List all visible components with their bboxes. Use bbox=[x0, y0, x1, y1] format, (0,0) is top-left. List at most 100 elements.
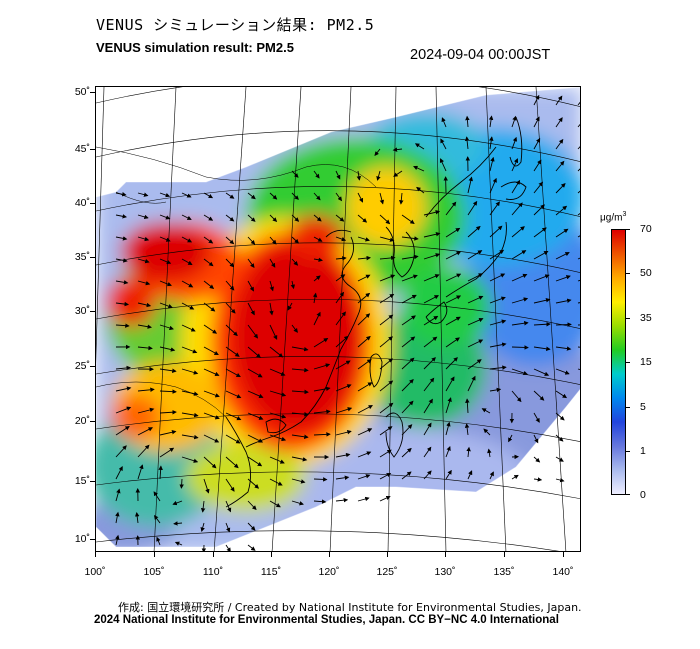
wind-vector-arrow bbox=[335, 407, 353, 414]
wind-vector-arrow bbox=[414, 143, 425, 150]
wind-vector-arrow bbox=[445, 421, 451, 436]
lat-label-30: 30˚ bbox=[74, 305, 90, 317]
wind-vector-arrow bbox=[445, 201, 457, 216]
wind-vector-arrow bbox=[137, 387, 155, 392]
wind-vector-arrow bbox=[172, 500, 183, 506]
wind-vector-arrow bbox=[159, 214, 171, 220]
lat-label-45: 45˚ bbox=[74, 143, 90, 155]
wind-vector-arrow bbox=[465, 398, 470, 414]
wind-vector-arrow bbox=[555, 138, 564, 150]
wind-vector-arrow bbox=[269, 368, 286, 376]
copyright-line: 2024 National Institute for Environmenta… bbox=[94, 614, 559, 626]
wind-vector-arrow bbox=[225, 390, 242, 399]
wind-vector-arrow bbox=[225, 478, 235, 492]
wind-vector-arrow bbox=[290, 280, 296, 290]
pm25-concentration-map[interactable] bbox=[95, 86, 581, 552]
wind-vector-arrow bbox=[225, 456, 239, 469]
wind-vector-arrow bbox=[115, 386, 132, 392]
wind-vector-arrow bbox=[313, 192, 321, 201]
wind-vector-arrow bbox=[423, 357, 436, 370]
wind-vector-arrow bbox=[577, 123, 580, 128]
wind-vector-arrow bbox=[555, 477, 565, 483]
coastline-vietnam bbox=[225, 416, 251, 508]
wind-vector-arrow bbox=[291, 478, 306, 484]
wind-vector-arrow bbox=[159, 258, 172, 265]
wind-vector-arrow bbox=[203, 346, 219, 356]
colorbar-label-1: 1 bbox=[640, 445, 646, 457]
wind-vector-arrow bbox=[445, 295, 462, 304]
wind-vector-arrow bbox=[401, 294, 417, 304]
wind-vector-arrow bbox=[225, 412, 242, 421]
wind-vector-arrow bbox=[247, 368, 263, 378]
wind-vector-arrow bbox=[159, 368, 177, 374]
wind-vector-arrow bbox=[401, 274, 418, 282]
wind-vector-arrow bbox=[379, 336, 393, 348]
wind-vector-arrow bbox=[357, 405, 373, 414]
lat-label-25: 25˚ bbox=[74, 360, 90, 372]
wind-vector-arrow bbox=[489, 365, 507, 370]
wind-vector-arrow bbox=[247, 214, 256, 222]
colorbar-label-50: 50 bbox=[640, 267, 652, 279]
wind-vector-arrow bbox=[291, 258, 299, 266]
wind-vector-arrow bbox=[511, 297, 529, 304]
wind-vector-arrow bbox=[291, 170, 299, 178]
wind-vector-arrow bbox=[511, 474, 519, 480]
coastline-hainan bbox=[265, 418, 287, 434]
wind-vector-arrow bbox=[533, 274, 550, 282]
lon-tick bbox=[329, 552, 330, 557]
wind-vector-arrow bbox=[555, 205, 568, 216]
wind-vector-arrow bbox=[115, 280, 129, 285]
wind-vector-arrow bbox=[181, 258, 193, 265]
wind-vector-arrow bbox=[313, 214, 322, 222]
wind-vector-arrow bbox=[489, 471, 494, 480]
wind-vector-arrow bbox=[181, 302, 195, 310]
wind-vector-arrow bbox=[511, 345, 529, 350]
coastline-bohai bbox=[325, 229, 352, 238]
wind-vector-arrow bbox=[291, 434, 309, 440]
wind-vector-arrow bbox=[269, 302, 274, 316]
wind-vector-arrow bbox=[379, 214, 391, 225]
wind-vector-arrow bbox=[291, 412, 309, 417]
wind-vector-arrow bbox=[533, 456, 541, 463]
wind-vector-arrow bbox=[203, 280, 215, 289]
colorbar-label-5: 5 bbox=[640, 401, 646, 413]
wind-vector-arrow bbox=[445, 251, 462, 260]
map-canvas bbox=[96, 87, 580, 551]
wind-vector-arrow bbox=[247, 302, 255, 316]
wind-vectors bbox=[115, 94, 580, 551]
wind-vector-arrow bbox=[555, 160, 565, 172]
wind-vector-arrow bbox=[555, 117, 563, 128]
wind-vector-arrow bbox=[115, 534, 120, 546]
wind-vector-arrow bbox=[181, 456, 199, 463]
wind-vector-arrow bbox=[533, 346, 551, 352]
wind-vector-arrow bbox=[247, 412, 264, 420]
wind-vector-arrow bbox=[115, 406, 132, 414]
lat-label-20: 20˚ bbox=[74, 415, 90, 427]
wind-vector-arrow bbox=[225, 302, 236, 314]
lat-label-10: 10˚ bbox=[74, 533, 90, 545]
wind-vector-arrow bbox=[379, 274, 396, 282]
wind-vector-arrow bbox=[137, 324, 152, 329]
lat-label-15: 15˚ bbox=[74, 475, 90, 487]
wind-vector-arrow bbox=[137, 258, 150, 264]
wind-vector-arrow bbox=[247, 236, 256, 245]
wind-vector-arrow bbox=[115, 466, 123, 480]
wind-vector-arrow bbox=[467, 470, 473, 480]
wind-vector-arrow bbox=[225, 544, 231, 551]
wind-vector-arrow bbox=[533, 298, 551, 304]
wind-vector-arrow bbox=[401, 447, 412, 458]
wind-vector-arrow bbox=[445, 227, 461, 238]
wind-vector-arrow bbox=[555, 434, 564, 442]
wind-vector-arrow bbox=[225, 434, 241, 444]
colorbar-tick bbox=[626, 318, 630, 319]
wind-vector-arrow bbox=[269, 390, 287, 397]
wind-vector-arrow bbox=[489, 342, 507, 348]
wind-vector-arrow bbox=[555, 275, 571, 282]
lat-tick bbox=[90, 257, 95, 258]
wind-vector-arrow bbox=[313, 409, 331, 414]
wind-vector-arrow bbox=[335, 384, 352, 392]
wind-vector-arrow bbox=[225, 258, 235, 268]
wind-vector-arrow bbox=[159, 430, 177, 436]
pm25-colorbar bbox=[611, 229, 626, 495]
wind-vector-arrow bbox=[291, 214, 300, 222]
